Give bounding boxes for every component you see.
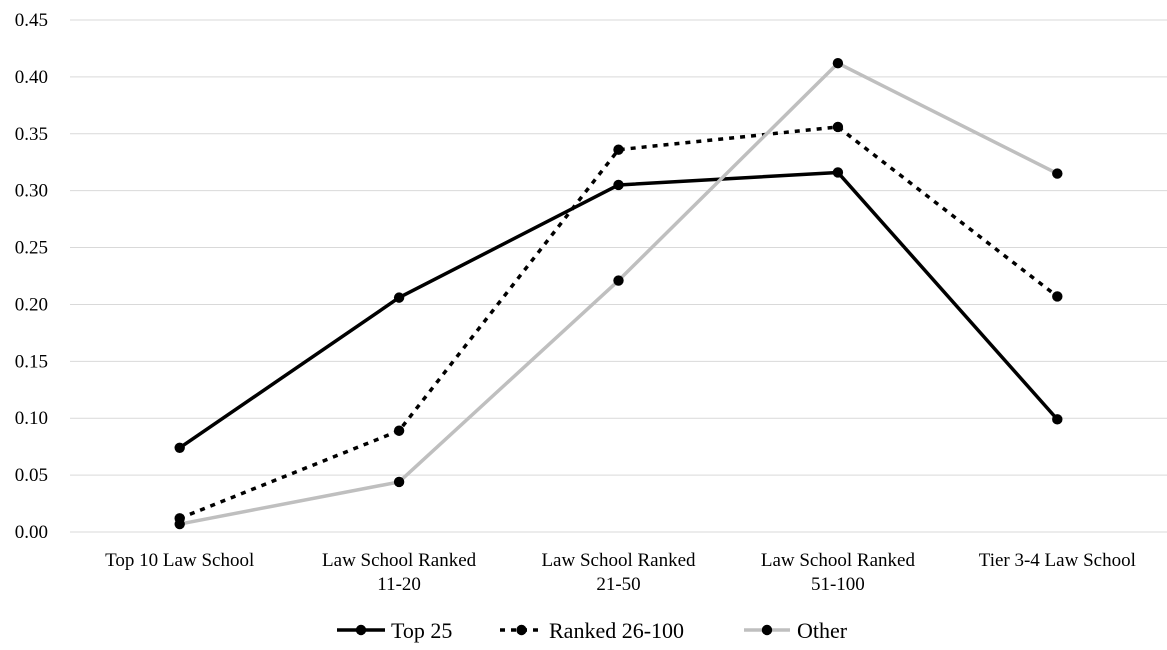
legend-marker xyxy=(355,624,367,636)
x-tick-label: Top 10 Law School xyxy=(105,550,254,571)
data-point xyxy=(832,58,844,69)
data-point xyxy=(613,144,624,155)
data-point xyxy=(613,275,624,286)
y-tick-label: 0.05 xyxy=(15,465,48,486)
y-tick-label: 0.20 xyxy=(15,294,48,315)
legend-label: Top 25 xyxy=(391,618,452,643)
legend-marker xyxy=(761,624,773,636)
series-line xyxy=(179,61,1059,526)
data-point xyxy=(832,167,844,178)
y-tick-label: 0.25 xyxy=(15,238,48,259)
series-2 xyxy=(174,58,1063,530)
y-tick-label: 0.15 xyxy=(15,351,48,372)
x-tick-label-line: Law School Ranked xyxy=(541,550,696,571)
y-tick-label: 0.45 xyxy=(15,10,48,31)
series-lines xyxy=(174,58,1063,530)
data-point xyxy=(393,425,405,436)
data-point xyxy=(613,179,624,191)
legend-marker xyxy=(516,624,527,636)
legend-item: Other xyxy=(744,618,848,643)
legend-item: Top 25 xyxy=(337,618,452,643)
x-tick-label-line: Law School Ranked xyxy=(322,550,477,571)
x-tick-label: Law School Ranked 21-50 xyxy=(541,550,696,595)
x-tick-label-line: 11-20 xyxy=(377,574,421,595)
data-point xyxy=(832,121,844,133)
data-point xyxy=(393,292,405,303)
data-point xyxy=(174,518,185,530)
data-point xyxy=(1052,168,1063,179)
data-point xyxy=(393,476,405,488)
y-tick-label: 0.40 xyxy=(15,67,48,88)
gridlines xyxy=(70,19,1167,533)
x-tick-label: Tier 3-4 Law School xyxy=(979,550,1136,571)
y-axis-tick-labels: 0.00 0.05 0.10 0.15 0.20 0.25 0.30 0.35 0.40 0.45 xyxy=(15,10,48,543)
legend: Top 25 Ranked 26-100 Other xyxy=(337,618,848,643)
data-point xyxy=(1052,291,1063,302)
y-tick-label: 0.10 xyxy=(15,408,48,429)
x-tick-label-line: Tier 3-4 Law School xyxy=(979,550,1136,571)
series-line xyxy=(179,125,1059,520)
series-1 xyxy=(174,121,1063,524)
data-point xyxy=(1052,414,1063,425)
series-line xyxy=(178,170,1059,450)
x-tick-label: Law School Ranked 51-100 xyxy=(761,550,916,595)
legend-label: Ranked 26-100 xyxy=(549,618,684,643)
x-tick-label-line: Law School Ranked xyxy=(761,550,916,571)
y-tick-label: 0.30 xyxy=(15,181,48,202)
y-tick-label: 0.35 xyxy=(15,124,48,145)
legend-item: Ranked 26-100 xyxy=(500,618,684,643)
legend-label: Other xyxy=(797,618,848,643)
x-axis-tick-labels: Top 10 Law School Law School Ranked 11-20L… xyxy=(105,550,1136,595)
data-point xyxy=(174,442,185,454)
x-tick-label: Law School Ranked 11-20 xyxy=(322,550,477,595)
y-tick-label: 0.00 xyxy=(15,522,48,543)
x-tick-label-line: 51-100 xyxy=(811,574,865,595)
series-0 xyxy=(174,167,1063,454)
x-tick-label-line: 21-50 xyxy=(596,574,640,595)
x-tick-label-line: Top 10 Law School xyxy=(105,550,254,571)
